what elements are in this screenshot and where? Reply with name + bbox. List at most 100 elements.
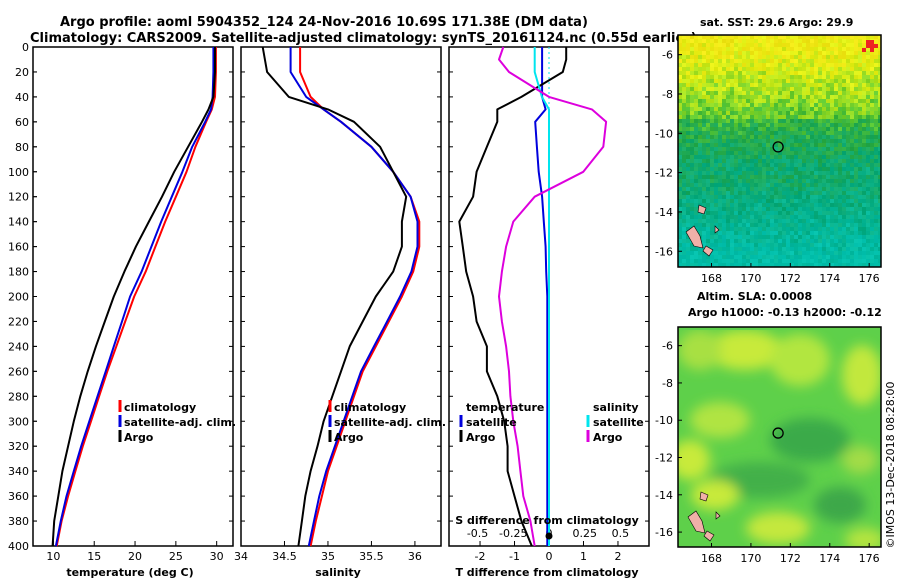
sst-cell (826, 231, 830, 235)
sst-cell (754, 211, 758, 215)
sst-cell (726, 127, 730, 131)
sst-cell (862, 95, 866, 99)
sst-cell (826, 183, 830, 187)
sst-cell (750, 211, 754, 215)
sst-cell (778, 39, 782, 43)
sst-cell (874, 87, 878, 91)
sst-cell (686, 239, 690, 243)
sst-cell (734, 159, 738, 163)
sst-cell (742, 87, 746, 91)
sst-cell (842, 147, 846, 151)
sst-cell (786, 159, 790, 163)
sst-cell (786, 211, 790, 215)
sst-cell (698, 71, 702, 75)
sst-cell (798, 231, 802, 235)
sst-cell (866, 107, 870, 111)
sst-cell (842, 67, 846, 71)
sst-cell (730, 67, 734, 71)
sst-cell (858, 91, 862, 95)
sst-cell (818, 123, 822, 127)
sst-cell (874, 183, 878, 187)
sst-cell (774, 115, 778, 119)
sst-cell (810, 135, 814, 139)
sst-cell (822, 199, 826, 203)
sst-cell (810, 91, 814, 95)
sst-cell (798, 235, 802, 239)
sst-cell (718, 107, 722, 111)
sst-cell (782, 139, 786, 143)
sst-cell (850, 251, 854, 255)
sst-cell (814, 259, 818, 263)
sst-cell (830, 83, 834, 87)
sst-cell (718, 123, 722, 127)
sst-cell (826, 263, 830, 267)
sst-cell (862, 251, 866, 255)
sst-cell (730, 211, 734, 215)
sst-cell (754, 171, 758, 175)
sst-cell (758, 91, 762, 95)
sst-cell (714, 155, 718, 159)
sst-cell (758, 183, 762, 187)
sst-cell (786, 39, 790, 43)
sst-cell (678, 59, 682, 63)
sst-cell (722, 211, 726, 215)
sst-cell (770, 187, 774, 191)
sst-cell (734, 239, 738, 243)
sst-cell (826, 227, 830, 231)
sst-cell (806, 211, 810, 215)
x-tick-label: 2 (614, 550, 621, 563)
sst-cell (686, 263, 690, 267)
sst-cell (846, 195, 850, 199)
sst-cell (878, 203, 881, 207)
sst-cell (758, 263, 762, 267)
sst-cell (834, 259, 838, 263)
sst-cell (786, 59, 790, 63)
sst-cell (718, 215, 722, 219)
sst-cell (782, 187, 786, 191)
sst-cell (738, 143, 742, 147)
sst-cell (678, 259, 682, 263)
sst-cell (770, 243, 774, 247)
sst-cell (818, 63, 822, 67)
sst-cell (822, 151, 826, 155)
sst-cell (730, 179, 734, 183)
sst-cell (846, 183, 850, 187)
sst-cell (838, 243, 842, 247)
sst-cell (798, 119, 802, 123)
sst-cell (746, 175, 750, 179)
sst-cell (834, 219, 838, 223)
sst-cell (866, 231, 870, 235)
sst-cell (786, 255, 790, 259)
sst-cell (798, 35, 802, 39)
temperature-chart: 10 15 20 25 30 (33, 46, 233, 563)
sst-cell (778, 43, 782, 47)
sst-cell (726, 67, 730, 71)
sst-cell (786, 143, 790, 147)
sst-cell (810, 111, 814, 115)
sst-cell (830, 111, 834, 115)
sst-cell (750, 139, 754, 143)
sst-cell (710, 107, 714, 111)
sst-cell (806, 39, 810, 43)
sst-cell (806, 123, 810, 127)
sst-cell (806, 79, 810, 83)
sst-cell (878, 139, 881, 143)
sst-cell (850, 127, 854, 131)
sst-cell (746, 47, 750, 51)
sst-cell (838, 115, 842, 119)
sst-cell (762, 115, 766, 119)
sst-cell (710, 83, 714, 87)
sst-cell (694, 107, 698, 111)
sst-cell (874, 91, 878, 95)
sst-cell (786, 263, 790, 267)
sst-cell (686, 167, 690, 171)
sst-cell (758, 243, 762, 247)
sst-cell (742, 99, 746, 103)
sst-cell (686, 155, 690, 159)
sst-cell (810, 39, 814, 43)
sst-cell (794, 131, 798, 135)
sst-cell (774, 171, 778, 175)
sst-cell (842, 263, 846, 267)
sst-cell (790, 131, 794, 135)
sst-cell (850, 139, 854, 143)
